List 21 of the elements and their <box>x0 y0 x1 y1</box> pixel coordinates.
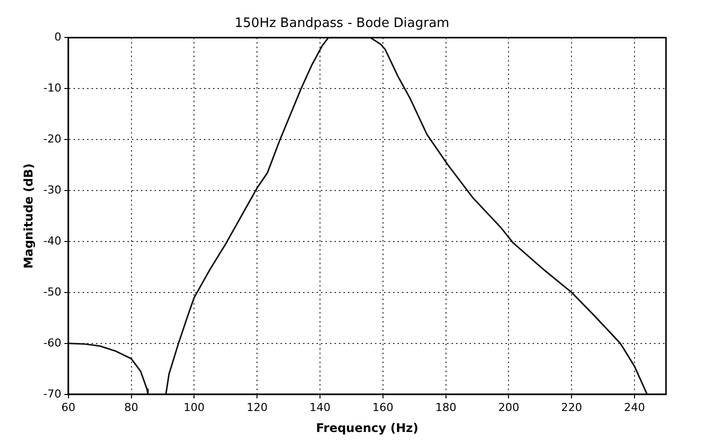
y-axis-title: Magnitude (dB) <box>21 163 36 269</box>
y-tick-label: -60 <box>43 336 62 350</box>
x-tick-label: 180 <box>435 400 456 414</box>
x-tick-label: 240 <box>624 400 646 414</box>
x-tick-label: 160 <box>372 400 394 414</box>
x-tick-label: 220 <box>561 400 582 414</box>
chart-title: 150Hz Bandpass - Bode Diagram <box>234 16 450 32</box>
y-tick-label: 0 <box>54 30 62 44</box>
x-tick-label: 100 <box>184 400 205 414</box>
x-tick-label: 60 <box>61 400 76 414</box>
x-axis-title: Frequency (Hz) <box>316 420 418 435</box>
y-tick-label: -40 <box>43 234 62 248</box>
y-tick-label: -10 <box>43 81 62 94</box>
y-tick-label: -70 <box>43 387 62 400</box>
x-tick-label: 120 <box>246 400 268 414</box>
x-tick-label: 80 <box>124 400 138 414</box>
y-tick-label: -50 <box>43 285 62 298</box>
y-tick-label: -20 <box>43 132 62 146</box>
x-tick-label: 140 <box>310 400 330 414</box>
y-tick-label: -30 <box>43 183 62 196</box>
x-tick-label: 200 <box>498 400 520 414</box>
